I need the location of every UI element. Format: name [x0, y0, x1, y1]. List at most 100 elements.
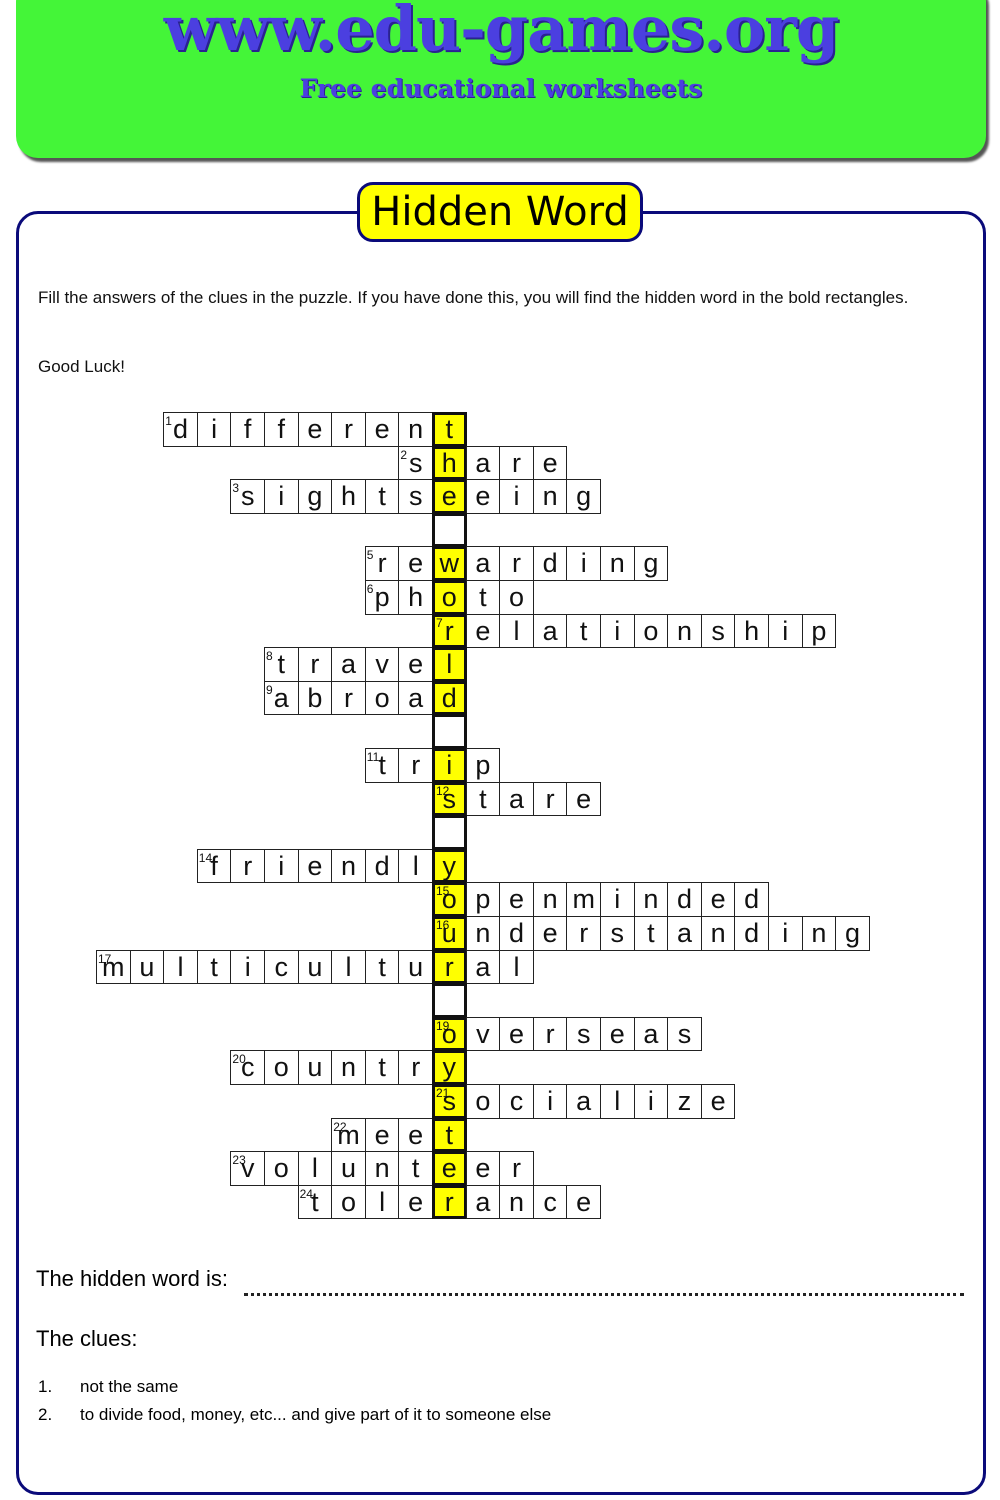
hidden-letter-cell[interactable]: e — [432, 479, 467, 514]
letter-cell[interactable]: p — [465, 882, 501, 917]
letter-cell[interactable]: 24 t — [297, 1184, 333, 1220]
letter-cell[interactable]: l — [398, 848, 433, 884]
hidden-letter-cell[interactable]: r — [432, 949, 467, 985]
letter-cell[interactable]: e — [398, 1117, 433, 1153]
letter-cell[interactable]: a — [465, 1184, 501, 1220]
letter-cell[interactable]: s — [700, 613, 736, 649]
letter-cell[interactable]: e — [465, 1151, 501, 1186]
letter-cell[interactable]: o — [331, 1184, 366, 1220]
letter-cell[interactable]: a — [566, 1084, 601, 1119]
letter-cell[interactable]: g — [297, 479, 333, 514]
letter-cell[interactable]: t — [364, 479, 400, 514]
hidden-cell-blank[interactable] — [432, 512, 467, 548]
letter-cell[interactable]: e — [398, 546, 433, 581]
letter-cell[interactable]: e — [398, 647, 433, 682]
letter-cell[interactable]: h — [331, 479, 366, 514]
letter-cell[interactable]: g — [633, 546, 669, 581]
letter-cell[interactable]: c — [499, 1084, 534, 1119]
letter-cell[interactable]: a — [667, 916, 702, 951]
letter-cell[interactable]: h — [734, 613, 769, 649]
letter-cell[interactable]: e — [499, 882, 534, 917]
letter-cell[interactable]: r — [297, 647, 333, 682]
letter-cell[interactable]: i — [768, 916, 803, 951]
letter-cell[interactable]: n — [331, 1050, 366, 1085]
hidden-letter-cell[interactable]: 21 s — [432, 1084, 467, 1119]
letter-cell[interactable]: t — [364, 1050, 400, 1085]
letter-cell[interactable]: a — [465, 445, 501, 481]
letter-cell[interactable]: t — [364, 949, 400, 985]
letter-cell[interactable]: n — [364, 1151, 400, 1186]
letter-cell[interactable]: r — [532, 781, 568, 817]
hidden-letter-cell[interactable]: 12 s — [432, 781, 467, 817]
letter-cell[interactable]: o — [499, 580, 534, 615]
letter-cell[interactable]: r — [230, 848, 265, 884]
letter-cell[interactable]: a — [465, 546, 501, 581]
hidden-cell-blank[interactable] — [432, 983, 467, 1018]
letter-cell[interactable]: d — [364, 848, 400, 884]
letter-cell[interactable]: n — [633, 882, 669, 917]
letter-cell[interactable]: s — [566, 1016, 601, 1052]
letter-cell[interactable]: s — [667, 1016, 702, 1052]
letter-cell[interactable]: a — [499, 781, 534, 817]
letter-cell[interactable]: d — [667, 882, 702, 917]
letter-cell[interactable]: i — [264, 479, 299, 514]
letter-cell[interactable]: o — [465, 1084, 501, 1119]
letter-cell[interactable]: i — [264, 848, 299, 884]
letter-cell[interactable]: 22 m — [331, 1117, 366, 1153]
hidden-letter-cell[interactable]: e — [432, 1151, 467, 1186]
letter-cell[interactable]: f — [264, 412, 299, 447]
letter-cell[interactable]: n — [700, 916, 736, 951]
letter-cell[interactable]: r — [398, 1050, 433, 1085]
letter-cell[interactable]: e — [499, 1016, 534, 1052]
letter-cell[interactable]: u — [398, 949, 433, 985]
letter-cell[interactable]: 17 m — [96, 949, 131, 985]
letter-cell[interactable]: u — [129, 949, 165, 985]
letter-cell[interactable]: i — [768, 613, 803, 649]
hidden-letter-cell[interactable]: 19 o — [432, 1016, 467, 1052]
letter-cell[interactable]: d — [734, 882, 769, 917]
letter-cell[interactable]: t — [633, 916, 669, 951]
letter-cell[interactable]: s — [600, 916, 635, 951]
letter-cell[interactable]: m — [566, 882, 601, 917]
letter-cell[interactable]: n — [532, 479, 568, 514]
letter-cell[interactable]: o — [264, 1050, 299, 1085]
hidden-letter-cell[interactable]: y — [432, 1050, 467, 1085]
letter-cell[interactable]: n — [600, 546, 635, 581]
letter-cell[interactable]: e — [364, 1117, 400, 1153]
letter-cell[interactable]: a — [465, 949, 501, 985]
letter-cell[interactable]: l — [297, 1151, 333, 1186]
letter-cell[interactable]: a — [331, 647, 366, 682]
letter-cell[interactable]: v — [364, 647, 400, 682]
hidden-letter-cell[interactable]: o — [432, 580, 467, 615]
hidden-cell-blank[interactable] — [432, 815, 467, 850]
letter-cell[interactable]: e — [297, 412, 333, 447]
hidden-cell-blank[interactable] — [432, 714, 467, 749]
letter-cell[interactable]: p — [465, 748, 501, 783]
hidden-letter-cell[interactable]: 15 o — [432, 882, 467, 917]
letter-cell[interactable]: n — [499, 1184, 534, 1220]
hidden-letter-cell[interactable]: t — [432, 1117, 467, 1153]
letter-cell[interactable]: r — [331, 412, 366, 447]
letter-cell[interactable]: e — [700, 882, 736, 917]
letter-cell[interactable]: i — [600, 613, 635, 649]
letter-cell[interactable]: f — [230, 412, 265, 447]
letter-cell[interactable]: n — [331, 848, 366, 884]
letter-cell[interactable]: e — [364, 412, 400, 447]
letter-cell[interactable]: r — [566, 916, 601, 951]
letter-cell[interactable]: n — [532, 882, 568, 917]
letter-cell[interactable]: e — [532, 445, 568, 481]
letter-cell[interactable]: l — [499, 613, 534, 649]
letter-cell[interactable]: d — [734, 916, 769, 951]
letter-cell[interactable]: c — [532, 1184, 568, 1220]
letter-cell[interactable]: i — [633, 1084, 669, 1119]
letter-cell[interactable]: 23 v — [230, 1151, 265, 1186]
letter-cell[interactable]: o — [633, 613, 669, 649]
letter-cell[interactable]: i — [532, 1084, 568, 1119]
letter-cell[interactable]: r — [499, 1151, 534, 1186]
letter-cell[interactable]: e — [700, 1084, 736, 1119]
letter-cell[interactable]: e — [297, 848, 333, 884]
